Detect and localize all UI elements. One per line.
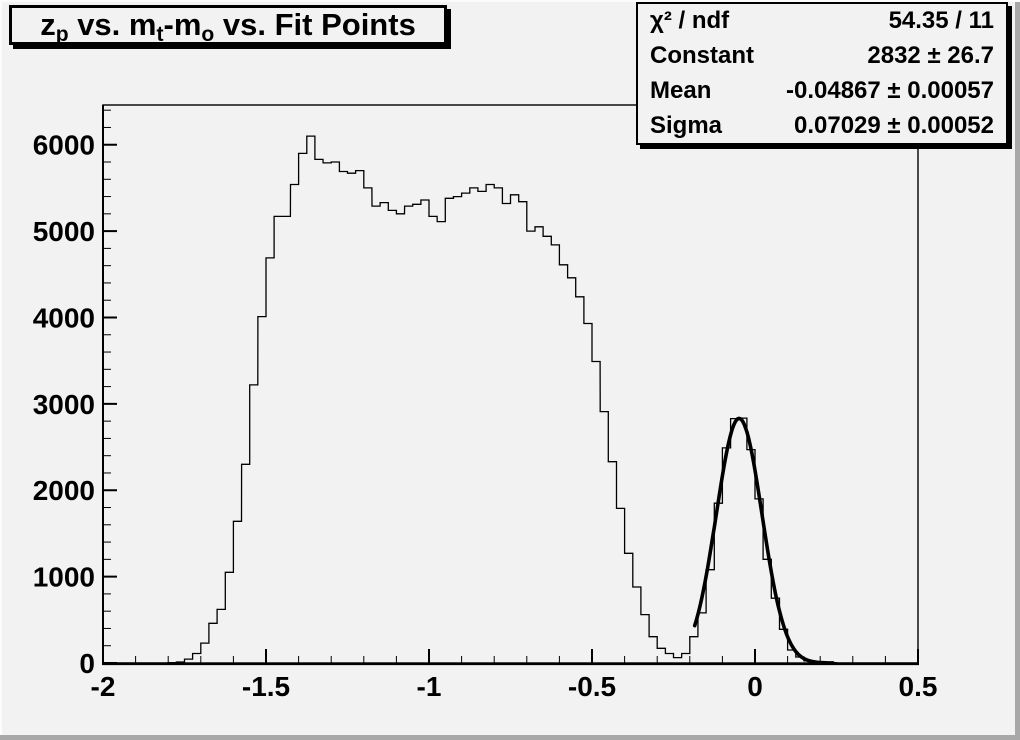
y-tick-label: 1000 xyxy=(33,562,95,593)
y-tick-label: 2000 xyxy=(33,475,95,506)
stats-sigma-label: Sigma xyxy=(650,111,723,139)
canvas-bevel-bottom xyxy=(0,735,1020,740)
x-tick-label: -1 xyxy=(417,671,442,702)
stats-chi2-value: 54.35 / 11 xyxy=(888,7,994,35)
canvas-bevel-left xyxy=(0,0,2,735)
title-segment: -m xyxy=(163,7,202,42)
canvas-bevel-top xyxy=(0,0,1020,2)
title-box: zp vs. mt-mo vs. Fit Points xyxy=(9,5,447,46)
stats-chi2-label: χ² / ndf xyxy=(650,7,730,35)
x-tick-label: -0.5 xyxy=(568,671,616,702)
stats-row-constant: Constant 2832 ± 26.7 xyxy=(638,39,1006,74)
stats-mean-value: -0.04867 ± 0.00057 xyxy=(785,76,994,104)
canvas-bevel-right xyxy=(1015,0,1020,740)
title-subscript: p xyxy=(55,22,69,46)
y-axis: 0 1000 2000 3000 4000 5000 6000 xyxy=(33,109,117,679)
title-segment: vs. Fit Points xyxy=(214,7,416,42)
stats-constant-label: Constant xyxy=(650,42,754,70)
gaussian-fit-curve xyxy=(692,416,835,665)
x-tick-label: 0 xyxy=(747,671,763,702)
histogram-series xyxy=(103,135,918,664)
page-title: zp vs. mt-mo vs. Fit Points xyxy=(40,7,416,46)
y-tick-label: 4000 xyxy=(33,302,95,333)
title-segment: z xyxy=(40,7,56,42)
stats-row-chi2: χ² / ndf 54.35 / 11 xyxy=(638,4,1006,39)
y-tick-label: 3000 xyxy=(33,389,95,420)
stats-row-mean: Mean -0.04867 ± 0.00057 xyxy=(638,74,1006,109)
y-tick-label: 6000 xyxy=(33,130,95,161)
x-tick-label: -1.5 xyxy=(242,671,290,702)
stats-constant-value: 2832 ± 26.7 xyxy=(867,42,994,70)
stats-sigma-value: 0.07029 ± 0.00052 xyxy=(793,111,994,139)
y-tick-label: 5000 xyxy=(33,216,95,247)
stats-box: χ² / ndf 54.35 / 11 Constant 2832 ± 26.7… xyxy=(636,2,1008,145)
y-tick-label: 0 xyxy=(79,648,95,679)
title-subscript: o xyxy=(201,22,215,46)
plot-frame xyxy=(102,104,919,666)
stats-row-sigma: Sigma 0.07029 ± 0.00052 xyxy=(638,108,1006,143)
title-segment: vs. m xyxy=(68,7,157,42)
title-subscript: t xyxy=(156,22,164,46)
x-tick-label: -2 xyxy=(91,671,116,702)
x-tick-label: 0.5 xyxy=(899,671,938,702)
stats-mean-label: Mean xyxy=(650,76,712,104)
x-axis: -2 -1.5 -1 -0.5 0 0.5 xyxy=(91,649,938,702)
